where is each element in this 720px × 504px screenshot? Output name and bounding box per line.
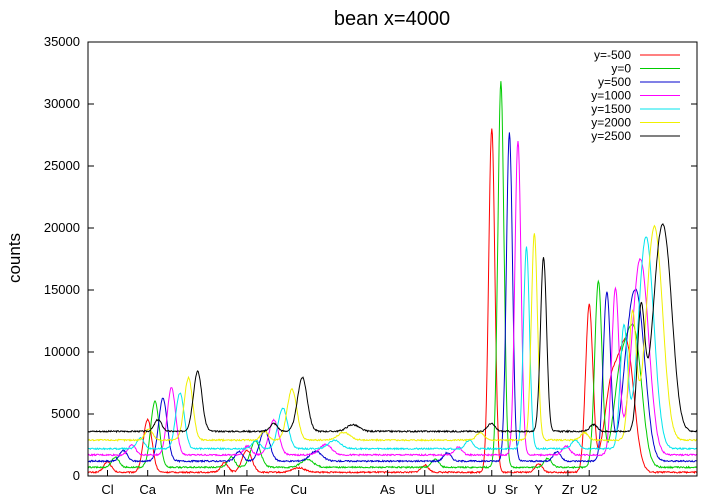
y-tick-label: 25000 xyxy=(44,158,80,173)
legend-label: y=0 xyxy=(611,62,631,76)
series-line-3 xyxy=(87,132,698,464)
series-line-2 xyxy=(87,81,698,470)
x-tick-label: U xyxy=(487,482,496,497)
series-line-1 xyxy=(87,128,698,475)
y-tick-label: 5000 xyxy=(51,406,80,421)
x-tick-label: ULl xyxy=(415,482,435,497)
series-line-5 xyxy=(87,236,698,451)
y-axis-label: counts xyxy=(5,233,24,283)
x-tick-label: Zr xyxy=(562,482,575,497)
x-tick-label: Cl xyxy=(101,482,113,497)
y-tick-label: 10000 xyxy=(44,344,80,359)
x-tick-label: Ca xyxy=(139,482,156,497)
x-tick-label: As xyxy=(380,482,396,497)
legend-label: y=-500 xyxy=(594,48,631,62)
x-tick-label: Cu xyxy=(290,482,307,497)
legend-label: y=1000 xyxy=(591,89,631,103)
legend-label: y=1500 xyxy=(591,102,631,116)
series-layer xyxy=(87,81,698,475)
legend-label: y=500 xyxy=(598,75,631,89)
y-tick-label: 15000 xyxy=(44,282,80,297)
y-tick-label: 0 xyxy=(73,468,80,483)
series-line-4 xyxy=(87,141,698,457)
chart-title: bean x=4000 xyxy=(334,8,450,30)
x-tick-label: Sr xyxy=(505,482,519,497)
y-tick-label: 30000 xyxy=(44,96,80,111)
plot-frame xyxy=(87,41,698,477)
x-tick-label: U2 xyxy=(581,482,598,497)
y-tick-label: 35000 xyxy=(44,34,80,49)
legend-label: y=2500 xyxy=(591,129,631,143)
series-line-6 xyxy=(87,224,698,442)
y-tick-label: 20000 xyxy=(44,220,80,235)
series-line-7 xyxy=(87,222,698,434)
y-axis-ticks: 0 5000 10000 15000 20000 25000 30000 35000 xyxy=(44,34,697,483)
x-tick-label: Fe xyxy=(239,482,254,497)
x-axis-element-labels: Cl Ca Mn Fe Cu As ULl U Sr Y Zr U2 xyxy=(101,470,598,497)
legend-label: y=2000 xyxy=(591,116,631,130)
x-tick-label: Mn xyxy=(215,482,233,497)
x-tick-label: Y xyxy=(534,482,543,497)
